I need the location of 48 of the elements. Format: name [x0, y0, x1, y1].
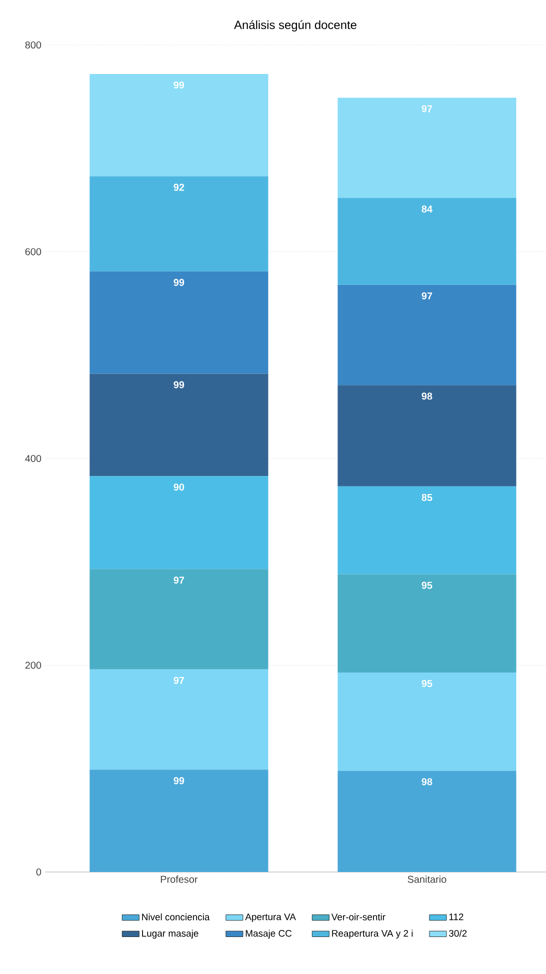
- bar: [338, 486, 516, 574]
- data-label: 90: [174, 484, 184, 491]
- data-label: 95: [422, 680, 432, 688]
- bar: [90, 476, 268, 570]
- bar: [90, 74, 268, 176]
- bar: [338, 98, 516, 198]
- y-tick-label: 400: [25, 454, 42, 462]
- legend-label: 112: [449, 914, 464, 920]
- bar: [90, 770, 268, 872]
- data-label: 99: [174, 278, 184, 286]
- bar: [90, 374, 268, 476]
- data-label: 99: [174, 81, 184, 89]
- bar: [90, 176, 268, 272]
- x-tick-label: Sanitario: [408, 876, 446, 883]
- bar: [90, 569, 268, 670]
- data-label: 97: [422, 105, 432, 112]
- bar: [338, 672, 516, 771]
- legend-label: Reapertura VA y 2 i: [332, 930, 413, 939]
- data-label: 95: [422, 582, 432, 589]
- y-tick-label: 200: [25, 662, 42, 669]
- legend-label: Masaje CC: [246, 930, 292, 939]
- y-tick-label: 800: [25, 41, 42, 49]
- chart-title: Análisis según docente: [234, 20, 356, 32]
- legend-label: Apertura VA: [245, 914, 296, 922]
- data-label: 99: [174, 777, 184, 784]
- bar: [90, 669, 268, 770]
- data-label: 97: [174, 676, 184, 684]
- x-tick-label: Profesor: [160, 876, 198, 883]
- legend-label: Lugar masaje: [142, 930, 198, 939]
- bar: [90, 271, 268, 374]
- data-label: 99: [174, 381, 184, 388]
- data-label: 97: [174, 576, 184, 584]
- bar: [338, 574, 516, 672]
- y-tick-label: 0: [36, 868, 42, 876]
- y-tick-label: 600: [25, 248, 42, 256]
- bar: [338, 770, 516, 872]
- data-label: 84: [422, 206, 432, 213]
- data-label: 97: [422, 292, 432, 300]
- bar: [338, 385, 516, 486]
- bar: [338, 198, 516, 285]
- bar: [338, 284, 516, 386]
- legend-label: 30/2: [449, 930, 467, 937]
- data-label: 98: [422, 778, 432, 786]
- legend-label: Nivel conciencia: [142, 913, 210, 920]
- data-label: 92: [174, 184, 184, 191]
- data-label: 98: [422, 392, 432, 400]
- data-label: 85: [422, 494, 432, 501]
- legend-label: Ver-oir-sentir: [331, 913, 386, 920]
